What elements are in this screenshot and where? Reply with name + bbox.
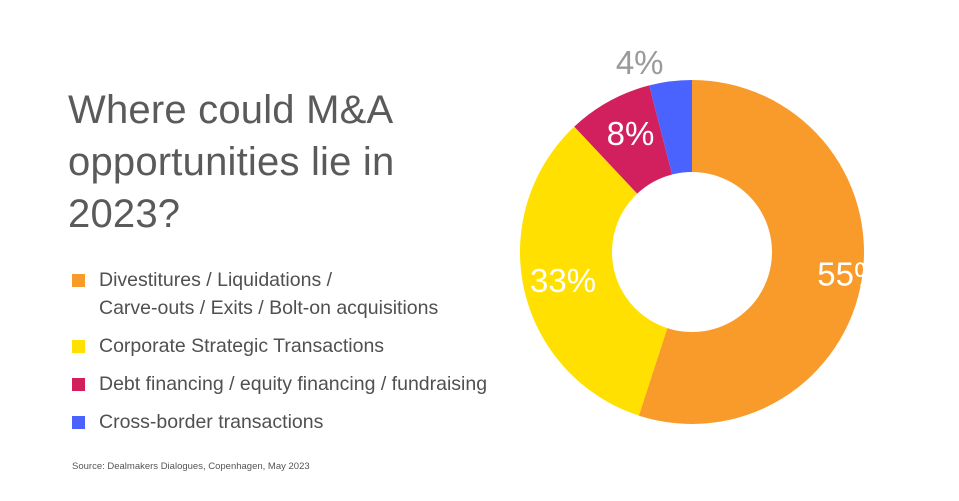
legend-item-corporate-strategic: Corporate Strategic Transactions bbox=[72, 332, 572, 360]
legend-item-debt-financing: Debt financing / equity financing / fund… bbox=[72, 370, 572, 398]
chart-title: Where could M&A opportunities lie in 202… bbox=[68, 88, 395, 236]
slice-divestitures bbox=[638, 80, 865, 424]
legend-label-debt-financing: Debt financing / equity financing / fund… bbox=[99, 373, 488, 395]
slice-debt-financing bbox=[574, 85, 673, 194]
legend-label-divestitures: Divestitures / Liquidations / Carve-outs… bbox=[99, 269, 439, 319]
slice-corporate-strategic bbox=[519, 126, 668, 416]
donut-labels: 55% 33% 8% 4% bbox=[530, 44, 883, 299]
slice-label-cross-border: 4% bbox=[616, 44, 664, 81]
legend-swatch-debt-financing bbox=[72, 378, 85, 391]
legend-item-cross-border: Cross-border transactions bbox=[72, 408, 572, 436]
legend-swatch-cross-border bbox=[72, 416, 85, 429]
legend-swatch-corporate-strategic bbox=[72, 340, 85, 353]
source-note: Source: Dealmakers Dialogues, Copenhagen… bbox=[72, 461, 310, 472]
legend-label-corporate-strategic: Corporate Strategic Transactions bbox=[99, 335, 385, 357]
slice-cross-border bbox=[649, 80, 692, 175]
legend-item-divestitures: Divestitures / Liquidations / Carve-outs… bbox=[72, 266, 572, 322]
legend-swatch-divestitures bbox=[72, 274, 85, 287]
legend-label-cross-border: Cross-border transactions bbox=[99, 411, 324, 433]
legend: Divestitures / Liquidations / Carve-outs… bbox=[72, 266, 572, 446]
slice-label-debt-financing: 8% bbox=[607, 115, 655, 152]
slice-label-divestitures: 55% bbox=[817, 256, 883, 293]
slice-label-corporate-strategic: 33% bbox=[530, 262, 596, 299]
donut-slices bbox=[519, 80, 865, 424]
